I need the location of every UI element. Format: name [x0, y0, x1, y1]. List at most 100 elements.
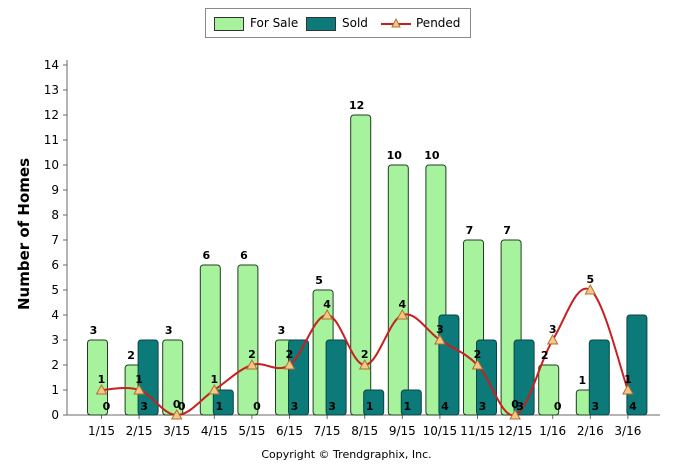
- pended-line: [95, 283, 634, 420]
- pended-point: [546, 333, 559, 345]
- x-tick-label: 4/15: [201, 424, 228, 438]
- pended-value-label: 1: [624, 373, 632, 386]
- y-tick-label: 2: [51, 358, 59, 372]
- for-sale-bar: [237, 264, 259, 416]
- pended-point: [396, 308, 409, 320]
- sold-bar: [588, 339, 610, 416]
- sold-value-label: 3: [140, 400, 148, 413]
- x-tick-label: 2/16: [577, 424, 604, 438]
- y-tick-label: 6: [51, 258, 59, 272]
- x-tick-label: 1/16: [539, 424, 566, 438]
- x-tick-label: 12/15: [498, 424, 533, 438]
- for-sale-bar: [350, 114, 372, 416]
- y-tick-label: 9: [51, 183, 59, 197]
- pended-point: [434, 333, 446, 345]
- pended-point: [471, 358, 484, 370]
- x-tick-label: 7/15: [314, 424, 341, 438]
- pended-value-label: 4: [398, 298, 406, 311]
- legend-swatch-for-sale: [214, 17, 244, 31]
- for-sale-value-label: 3: [165, 324, 173, 337]
- pended-value-label: 1: [210, 373, 218, 386]
- x-tick-label: 11/15: [460, 424, 495, 438]
- x-tick-label: 3/16: [614, 424, 641, 438]
- y-tick-label: 5: [51, 283, 59, 297]
- pended-point: [95, 383, 108, 395]
- pended-value-label: 0: [511, 398, 519, 411]
- pended-point: [622, 383, 634, 395]
- sold-value-label: 3: [291, 400, 299, 413]
- sold-value-label: 3: [328, 400, 336, 413]
- sold-bar: [400, 389, 422, 416]
- sold-value-label: 4: [441, 400, 449, 413]
- for-sale-value-label: 7: [466, 224, 474, 237]
- for-sale-value-label: 10: [387, 149, 403, 162]
- for-sale-value-label: 6: [240, 249, 248, 262]
- sold-value-label: 3: [591, 400, 599, 413]
- for-sale-bar: [199, 264, 221, 416]
- y-axis-label: Number of Homes: [15, 157, 33, 311]
- y-tick-label: 12: [44, 108, 59, 122]
- legend-swatch-pended: [381, 17, 411, 28]
- x-tick-label: 3/15: [163, 424, 190, 438]
- for-sale-value-label: 5: [315, 274, 323, 287]
- for-sale-value-label: 1: [578, 374, 586, 387]
- sold-bar: [325, 339, 347, 416]
- pended-point: [584, 283, 597, 295]
- pended-point: [509, 408, 521, 420]
- pended-point: [133, 383, 145, 395]
- pended-point: [170, 408, 183, 420]
- pended-point: [246, 358, 258, 370]
- x-tick-label: 9/15: [389, 424, 416, 438]
- sold-value-label: 1: [403, 400, 411, 413]
- y-tick-label: 3: [51, 333, 59, 347]
- legend: For Sale Sold Pended: [205, 8, 471, 38]
- for-sale-value-label: 2: [541, 349, 549, 362]
- x-tick-label: 6/15: [276, 424, 303, 438]
- sold-value-label: 0: [554, 400, 562, 413]
- x-tick-label: 8/15: [351, 424, 378, 438]
- y-tick-label: 0: [51, 408, 59, 422]
- for-sale-value-label: 12: [349, 99, 364, 112]
- for-sale-value-label: 3: [90, 324, 98, 337]
- y-tick-label: 7: [51, 233, 59, 247]
- sold-value-label: 3: [516, 400, 524, 413]
- for-sale-bar: [387, 164, 409, 416]
- for-sale-value-label: 6: [202, 249, 210, 262]
- sold-value-label: 1: [215, 400, 223, 413]
- y-tick-label: 10: [44, 158, 59, 172]
- for-sale-value-label: 3: [278, 324, 286, 337]
- y-tick-label: 1: [51, 383, 59, 397]
- copyright-text: Copyright © Trendgraphix, Inc.: [261, 448, 432, 461]
- legend-label-sold: Sold: [342, 16, 368, 30]
- sold-bar: [363, 389, 385, 416]
- sold-bar: [288, 339, 309, 416]
- pended-value-label: 1: [98, 373, 106, 386]
- pended-value-label: 1: [135, 373, 143, 386]
- pended-point: [321, 308, 333, 320]
- pended-value-label: 0: [173, 398, 181, 411]
- for-sale-value-label: 7: [503, 224, 511, 237]
- y-tick-label: 4: [51, 308, 59, 322]
- sold-value-label: 0: [103, 400, 111, 413]
- sold-value-label: 3: [479, 400, 487, 413]
- for-sale-value-label: 2: [127, 349, 135, 362]
- x-tick-label: 2/15: [126, 424, 153, 438]
- pended-value-label: 5: [586, 273, 594, 286]
- x-tick-label: 10/15: [423, 424, 458, 438]
- pended-value-label: 2: [248, 348, 256, 361]
- y-tick-label: 13: [44, 83, 59, 97]
- legend-swatch-sold: [306, 17, 336, 31]
- sold-bar: [212, 389, 234, 416]
- pended-value-label: 2: [474, 348, 482, 361]
- pended-point: [208, 383, 221, 395]
- sold-value-label: 4: [629, 400, 637, 413]
- legend-label-for-sale: For Sale: [250, 16, 299, 30]
- bars: [87, 114, 648, 416]
- y-tick-label: 11: [44, 133, 59, 147]
- sold-bar: [438, 314, 460, 416]
- sold-bar: [626, 314, 648, 416]
- pended-value-label: 2: [286, 348, 294, 361]
